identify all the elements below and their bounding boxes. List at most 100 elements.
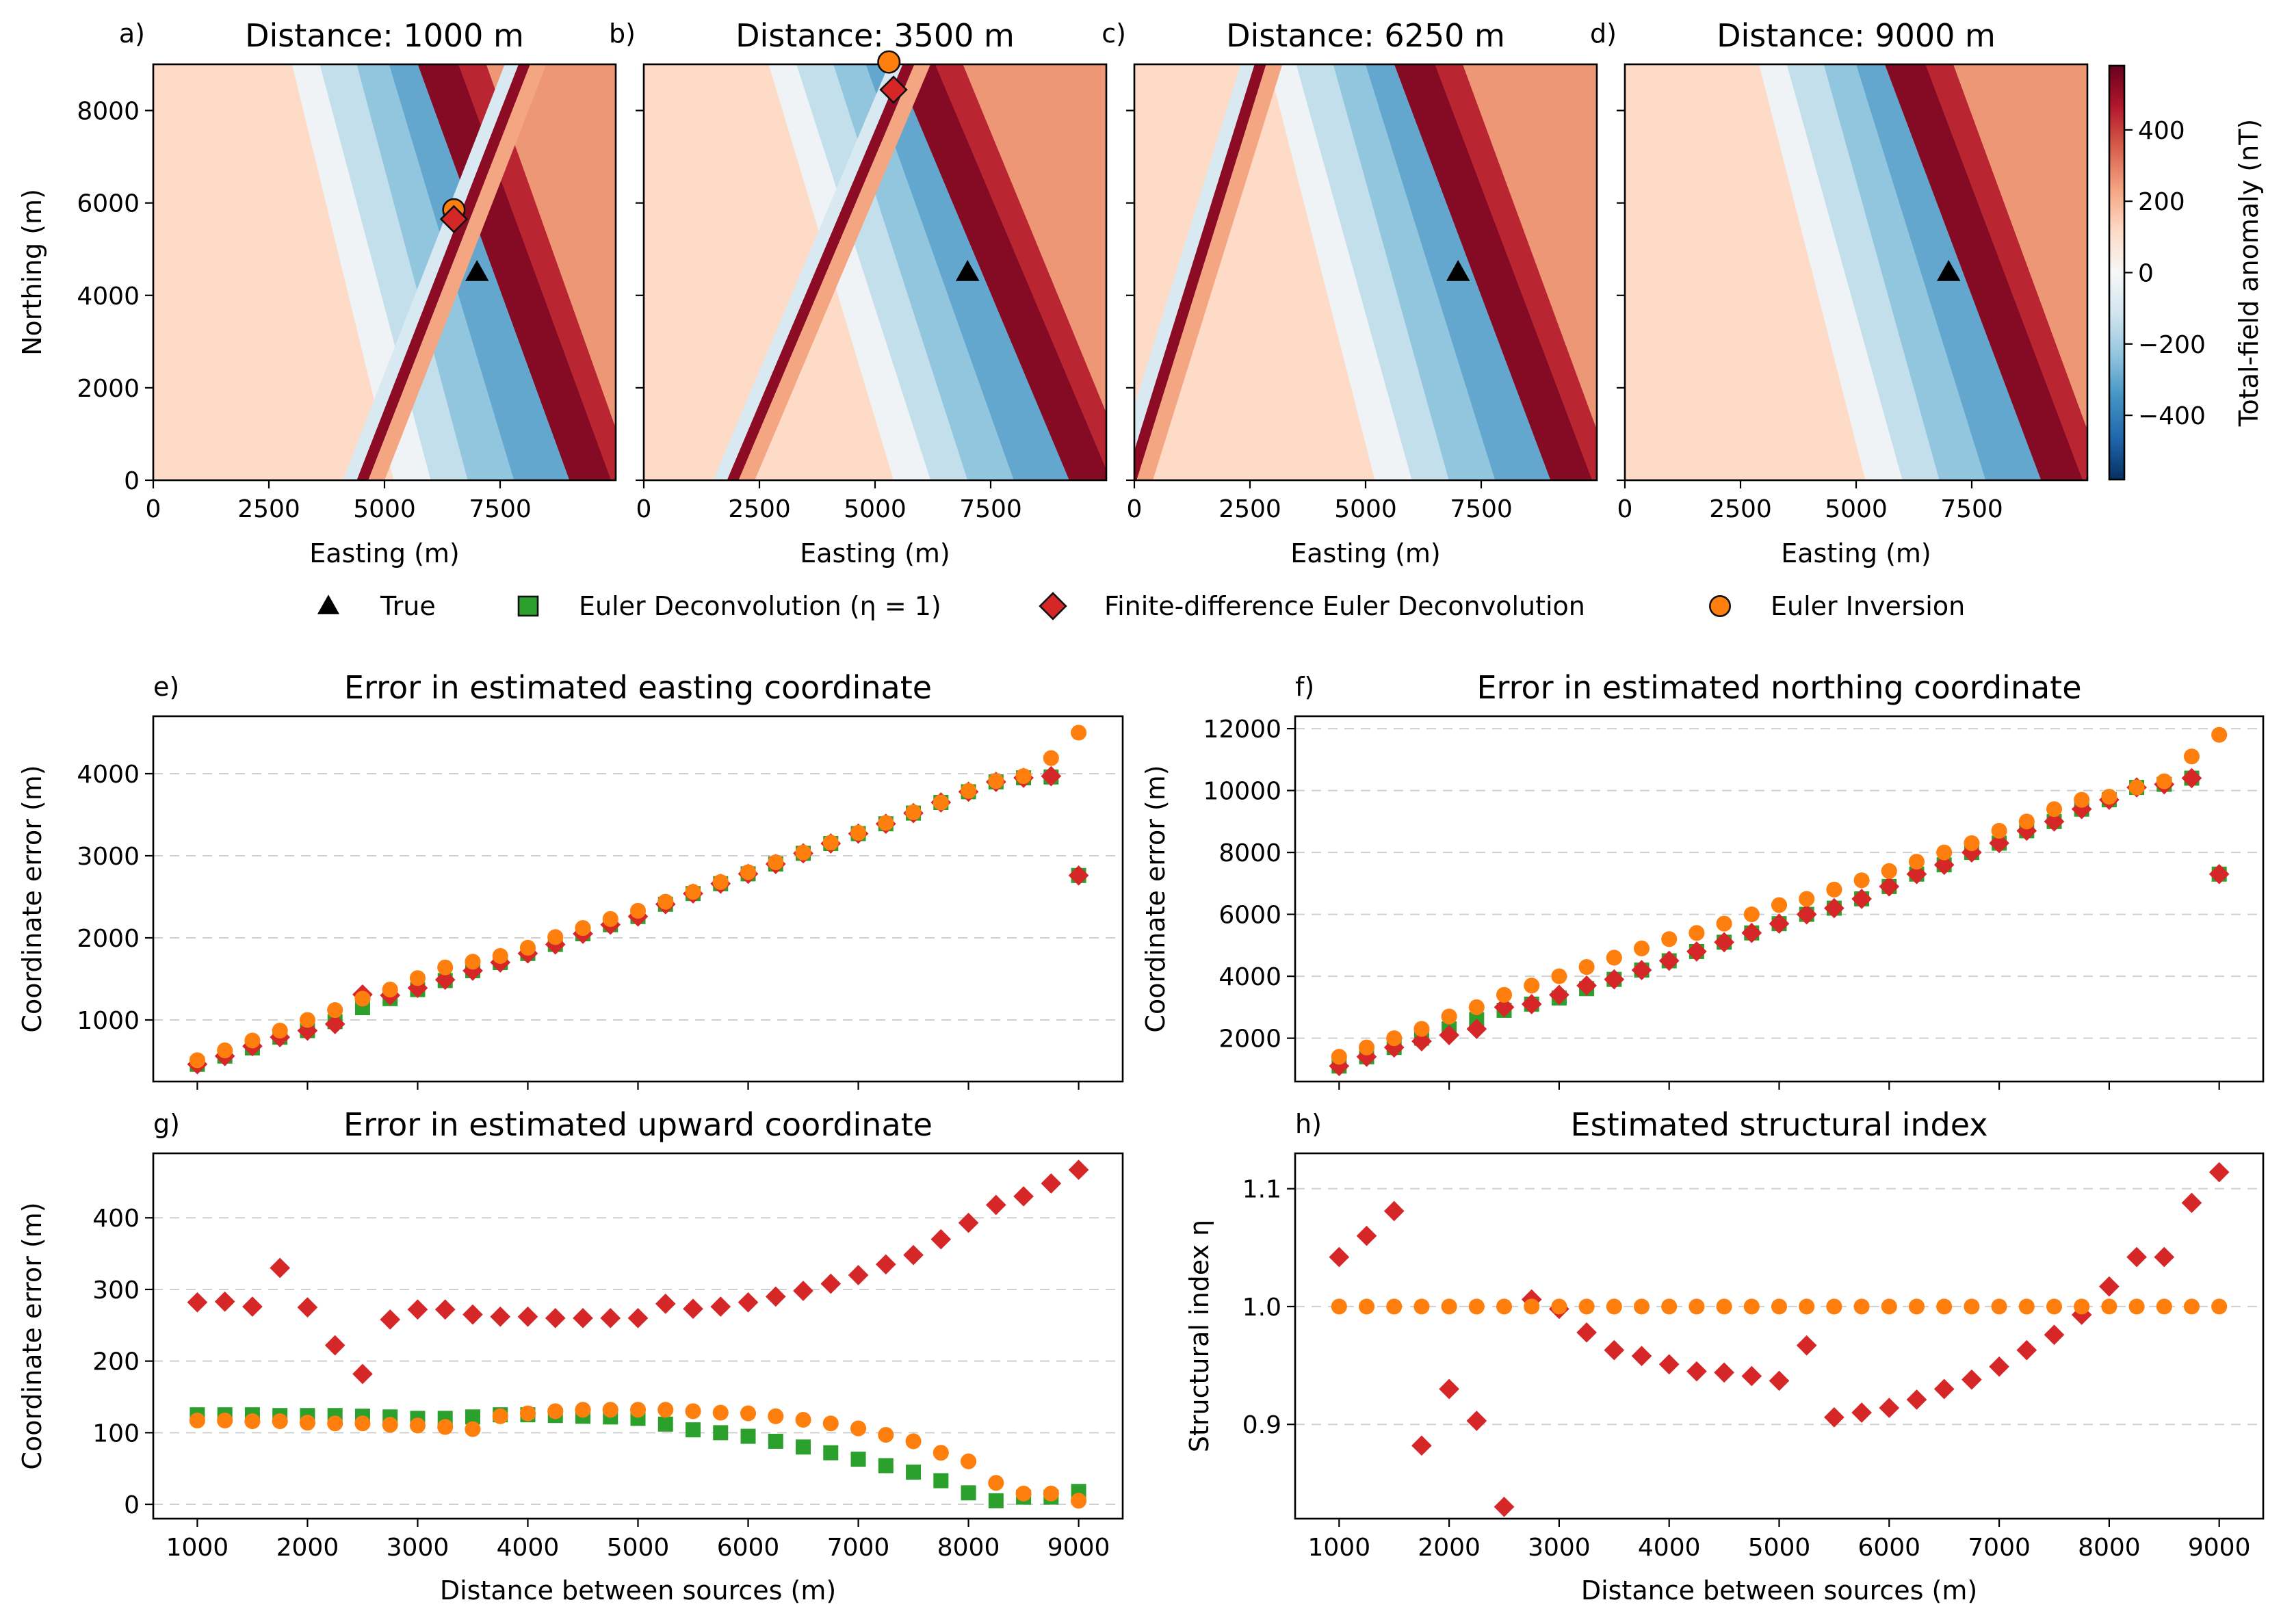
data-point	[848, 1265, 869, 1285]
data-point	[795, 844, 811, 861]
data-point	[1989, 833, 2009, 854]
data-point	[2016, 820, 2037, 841]
data-point	[2046, 1298, 2063, 1315]
series-circle	[1331, 726, 2228, 1065]
data-point	[2046, 801, 2063, 817]
data-point	[2183, 748, 2200, 765]
x-tick-label: 6000	[717, 1534, 780, 1562]
data-point	[1769, 913, 1790, 934]
y-tick-label: 4000	[1218, 963, 1281, 991]
y-tick-label: 200	[92, 1348, 140, 1376]
data-point	[189, 1052, 205, 1069]
map-panel-b: 0 2500 5000 7500 b) Distance: 3500 m Easting (…	[609, 17, 1108, 568]
data-point	[1071, 1493, 1087, 1509]
data-point	[244, 1413, 261, 1430]
data-point	[905, 1433, 922, 1450]
data-point	[1714, 1362, 1734, 1383]
data-point	[462, 960, 483, 981]
data-point	[1908, 854, 1925, 870]
data-point	[961, 1453, 977, 1469]
legend-marker-triangle	[317, 594, 340, 614]
data-point	[1824, 1407, 1845, 1428]
legend-item: Euler Deconvolution (η = 1)	[517, 591, 941, 621]
data-point	[1606, 949, 1622, 966]
colorbar: 400 200 0 −200 −400 Total-field anomaly (nT)	[2108, 64, 2264, 481]
series-square	[190, 1407, 1086, 1508]
data-point	[217, 1413, 233, 1429]
data-point	[740, 1405, 757, 1422]
data-point	[490, 1306, 511, 1327]
data-point	[217, 1042, 233, 1058]
data-point	[1496, 1298, 1513, 1315]
data-point	[1716, 1298, 1732, 1315]
data-point	[1964, 1298, 1980, 1315]
x-tick-label: 2000	[1418, 1534, 1481, 1562]
colorbar-label: Total-field anomaly (nT)	[2234, 119, 2264, 428]
data-point	[1689, 1298, 1705, 1315]
x-tick-label: 5000	[1334, 495, 1397, 523]
data-point	[1851, 1402, 1872, 1423]
x-tick-label: 7500	[959, 495, 1022, 523]
panel-letter: b)	[609, 18, 636, 49]
y-tick-label: 300	[92, 1276, 140, 1305]
fd-euler-point	[879, 75, 908, 104]
y-axis-label: Northing (m)	[17, 189, 47, 356]
y-tick-label: 2000	[1218, 1025, 1281, 1053]
y-tick-label: 10000	[1203, 778, 1281, 806]
x-tick-label: 5000	[1748, 1534, 1811, 1562]
data-point	[352, 1363, 373, 1385]
data-point	[1631, 1346, 1652, 1367]
series-diamond	[187, 765, 1089, 1075]
data-point	[1661, 931, 1678, 947]
x-tick-label: 2500	[728, 495, 791, 523]
data-point	[1743, 1298, 1760, 1315]
panel-title: Distance: 3500 m	[735, 17, 1015, 54]
data-point	[878, 1426, 894, 1443]
data-point	[2211, 726, 2228, 743]
data-point	[2208, 1162, 2230, 1183]
data-point	[1358, 1039, 1375, 1056]
data-point	[933, 1473, 949, 1489]
field-bands	[291, 64, 616, 480]
data-point	[933, 794, 949, 811]
data-point	[1851, 889, 1872, 909]
panel-letter: h)	[1295, 1109, 1322, 1139]
x-tick-label: 7500	[1450, 495, 1513, 523]
data-point	[985, 1194, 1006, 1216]
data-point	[242, 1296, 263, 1317]
data-point	[822, 1415, 839, 1432]
data-point	[1411, 1031, 1432, 1052]
data-point	[2126, 1246, 2147, 1268]
legend-marker-circle	[1709, 594, 1732, 617]
scatter-panel-g: 0 100 200 300 400 1000 2000 3000 4000 5000 6000 700…	[17, 1106, 1124, 1606]
data-point	[517, 1306, 538, 1327]
data-point	[1551, 968, 1567, 984]
data-point	[1576, 975, 1597, 996]
legend-marker-diamond	[1039, 592, 1067, 620]
data-point	[1936, 1298, 1953, 1315]
data-point	[1441, 1008, 1457, 1025]
data-point	[2018, 1298, 2035, 1315]
x-axis-label: Easting (m)	[800, 538, 950, 568]
x-tick-label: 2500	[1709, 495, 1772, 523]
x-tick-label: 3000	[1528, 1534, 1591, 1562]
series-diamond	[1329, 1162, 2230, 1517]
data-point	[1329, 1246, 1350, 1268]
data-point	[740, 864, 757, 880]
x-axis-label: Easting (m)	[309, 538, 460, 568]
panel-title: Distance: 1000 m	[245, 17, 524, 54]
data-point	[795, 1411, 811, 1428]
data-point	[1716, 915, 1732, 932]
data-point	[1468, 999, 1485, 1015]
x-tick-label: 2500	[237, 495, 300, 523]
data-point	[1743, 906, 1760, 923]
data-point	[961, 1485, 976, 1501]
data-point	[1386, 1298, 1403, 1315]
data-point	[1824, 898, 1845, 919]
series-diamond	[1329, 768, 2230, 1077]
y-tick-label: 100	[92, 1419, 140, 1448]
data-point	[1964, 835, 1980, 852]
data-point	[2071, 798, 2092, 820]
